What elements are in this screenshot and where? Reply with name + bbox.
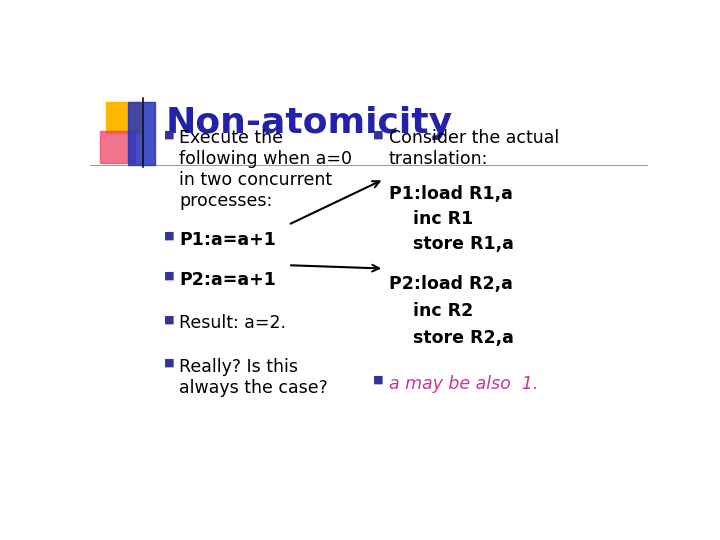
- Text: P1:load R1,a: P1:load R1,a: [389, 185, 513, 204]
- FancyBboxPatch shape: [128, 102, 155, 165]
- Text: Result: a=2.: Result: a=2.: [179, 314, 287, 332]
- Text: ■: ■: [163, 231, 174, 241]
- Text: ■: ■: [163, 129, 174, 139]
- Text: ■: ■: [163, 358, 174, 368]
- Text: P2:a=a+1: P2:a=a+1: [179, 271, 276, 288]
- Text: a may be also  1.: a may be also 1.: [389, 375, 538, 393]
- Text: ■: ■: [163, 314, 174, 325]
- Text: ■: ■: [373, 129, 384, 139]
- FancyBboxPatch shape: [106, 102, 140, 133]
- Text: inc R1: inc R1: [389, 210, 473, 228]
- Text: P1:a=a+1: P1:a=a+1: [179, 231, 276, 249]
- Text: P2:load R2,a: P2:load R2,a: [389, 275, 513, 293]
- Text: Execute the
following when a=0
in two concurrent
processes:: Execute the following when a=0 in two co…: [179, 129, 352, 210]
- Text: store R1,a: store R1,a: [389, 235, 513, 253]
- FancyBboxPatch shape: [100, 131, 135, 163]
- Text: Non-atomicity: Non-atomicity: [166, 106, 452, 140]
- Text: Consider the actual
translation:: Consider the actual translation:: [389, 129, 559, 168]
- Text: inc R2: inc R2: [389, 302, 473, 320]
- Text: ■: ■: [163, 271, 174, 281]
- Text: Really? Is this
always the case?: Really? Is this always the case?: [179, 358, 328, 397]
- Text: store R2,a: store R2,a: [389, 329, 513, 347]
- Text: ■: ■: [373, 375, 384, 384]
